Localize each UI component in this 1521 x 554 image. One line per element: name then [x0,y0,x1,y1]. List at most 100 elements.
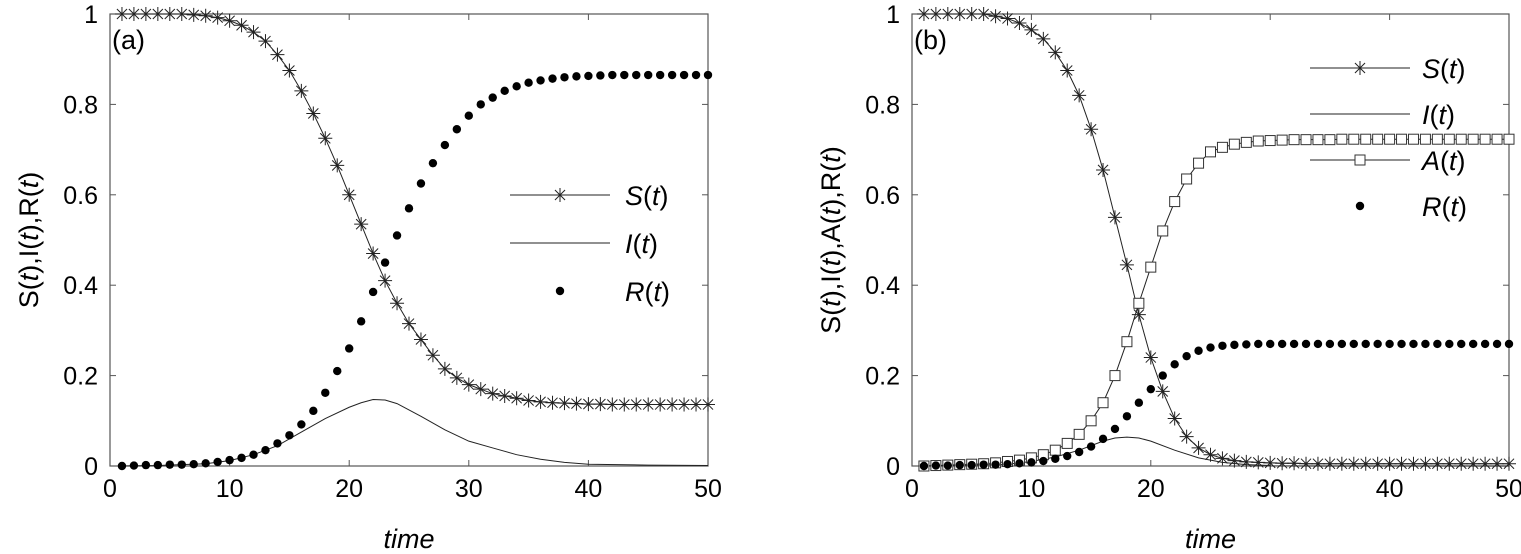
panel-a-ytick-label: 0 [84,453,98,481]
panel-b-xtick-label: 20 [1137,475,1165,503]
panelart-point-38 [572,72,581,81]
panel-a-series-rt [117,70,713,471]
panelbst-point-31 [1287,456,1302,471]
panelbst-point-47 [1478,456,1493,471]
panelbrt-point-25 [1218,341,1227,350]
panelbst-point-46 [1466,456,1481,471]
panelbst-point-10 [1036,31,1051,46]
panelart-point-12 [261,445,270,455]
panel-a-xtick-label: 10 [216,475,244,503]
panelbrt-point-43 [1433,339,1442,349]
panelbat-point-34 [1324,134,1336,146]
panelart-point-20 [356,317,366,326]
panelbst-point-27 [1239,454,1254,469]
panelbst-point-45 [1454,456,1469,471]
panelart-point-29 [464,111,473,120]
panelbat-point-11 [1049,444,1061,456]
panelart-point-19 [345,344,354,353]
panelart-point-2 [141,460,151,470]
panelart-point-41 [608,70,617,80]
panelbat-point-39 [1384,133,1396,145]
panelart-point-24 [404,204,414,213]
panelbst-point-44 [1442,456,1457,471]
panelast-point-14 [282,63,297,78]
panelbrt-point-48 [1492,339,1502,349]
panelart-point-43 [632,70,641,80]
panelbrt-point-2 [943,461,953,470]
panelbat-point-23 [1193,157,1205,169]
panelast-point-6 [186,7,201,22]
panelbrt-point-49 [1504,339,1514,349]
panelbst-point-2 [940,7,955,21]
panelbst-point-42 [1418,456,1433,471]
panelbst-point-3 [952,7,967,21]
panelbat-point-30 [1276,134,1288,146]
panelart-point-18 [333,366,342,376]
panel-b-legend-it-label: I(t) [1422,100,1455,130]
panelart-point-35 [536,76,545,85]
panel-a-y-axis-label: S(t),I(t),R(t) [14,172,44,309]
panelbrt-point-18 [1134,398,1144,407]
panel-a-chart: 0 10 20 30 40 50 0 0.2 0.4 0.6 0.8 1 time S(t),I(t),R… [14,1,722,554]
panelart-point-44 [644,70,653,80]
panelbrt-point-41 [1409,339,1418,349]
panel-a-xtick-label: 20 [335,475,363,503]
panelbat-point-40 [1396,133,1408,145]
panelart-point-45 [655,70,665,80]
panel-b-xtick-label: 10 [1017,475,1045,503]
panelbst-point-41 [1406,456,1421,471]
panelast-point-10 [234,18,249,33]
panelbst-point-36 [1346,456,1361,471]
panelart-point-8 [213,457,222,467]
panelast-point-42 [617,397,632,412]
panelbrt-point-6 [991,460,1000,469]
panelbst-point-49 [1502,456,1516,471]
panelbrt-point-45 [1457,339,1466,349]
panelart-point-4 [165,460,174,469]
panelbst-point-48 [1490,456,1505,471]
panel-b-ytick-label: 0.8 [865,91,900,119]
panelart-point-33 [512,82,521,91]
panelbst-point-43 [1430,456,1445,471]
panel-b-xtick-label: 0 [905,475,919,503]
panel-a-ytick-label: 0.2 [63,363,98,391]
panelbst-point-15 [1096,162,1111,177]
panelbrt-point-44 [1445,339,1454,349]
panelbat-point-43 [1431,133,1443,145]
panelast-point-17 [318,131,333,146]
panelblegendst-point-legend [1353,61,1367,75]
panelbst-point-32 [1299,456,1314,471]
panelbrt-point-35 [1337,339,1347,349]
panelart-point-6 [189,459,198,469]
panel-b-ytick-label: 0.2 [865,363,900,391]
panelbrt-point-34 [1325,339,1335,349]
panel-a-legend-st-label: S(t) [625,181,669,211]
panelast-point-15 [294,83,309,98]
panelbat-point-41 [1407,133,1419,145]
panel-b-xtick-label: 50 [1495,475,1521,503]
panelalegendst-point-legend [553,188,567,202]
panelast-point-27 [437,361,452,376]
panelart-point-31 [488,93,497,102]
panelbrt-point-24 [1206,343,1215,352]
panelart-point-47 [679,70,689,80]
panelbat-point-48 [1491,133,1503,145]
panelast-point-4 [162,7,177,21]
panelart-point-5 [177,460,186,469]
panelart-point-39 [584,71,593,81]
panelbrt-point-15 [1098,434,1108,444]
panelart-point-13 [273,439,282,448]
panelbst-point-24 [1203,447,1218,462]
panelbst-point-30 [1275,456,1290,471]
panelbst-point-20 [1155,384,1170,399]
panel-a-legend-it-label: I(t) [625,229,658,259]
panelalegendrt-point-legend [555,286,565,296]
panelbrt-point-39 [1385,339,1394,349]
panelast-point-47 [677,397,692,412]
panelast-point-19 [342,187,357,202]
panelbat-point-18 [1133,297,1145,309]
panelbst-point-14 [1084,122,1099,137]
panel-a-legend-rt-label: R(t) [625,277,670,307]
panelast-point-21 [366,246,381,261]
panel-b-ytick-label: 0 [886,453,900,481]
